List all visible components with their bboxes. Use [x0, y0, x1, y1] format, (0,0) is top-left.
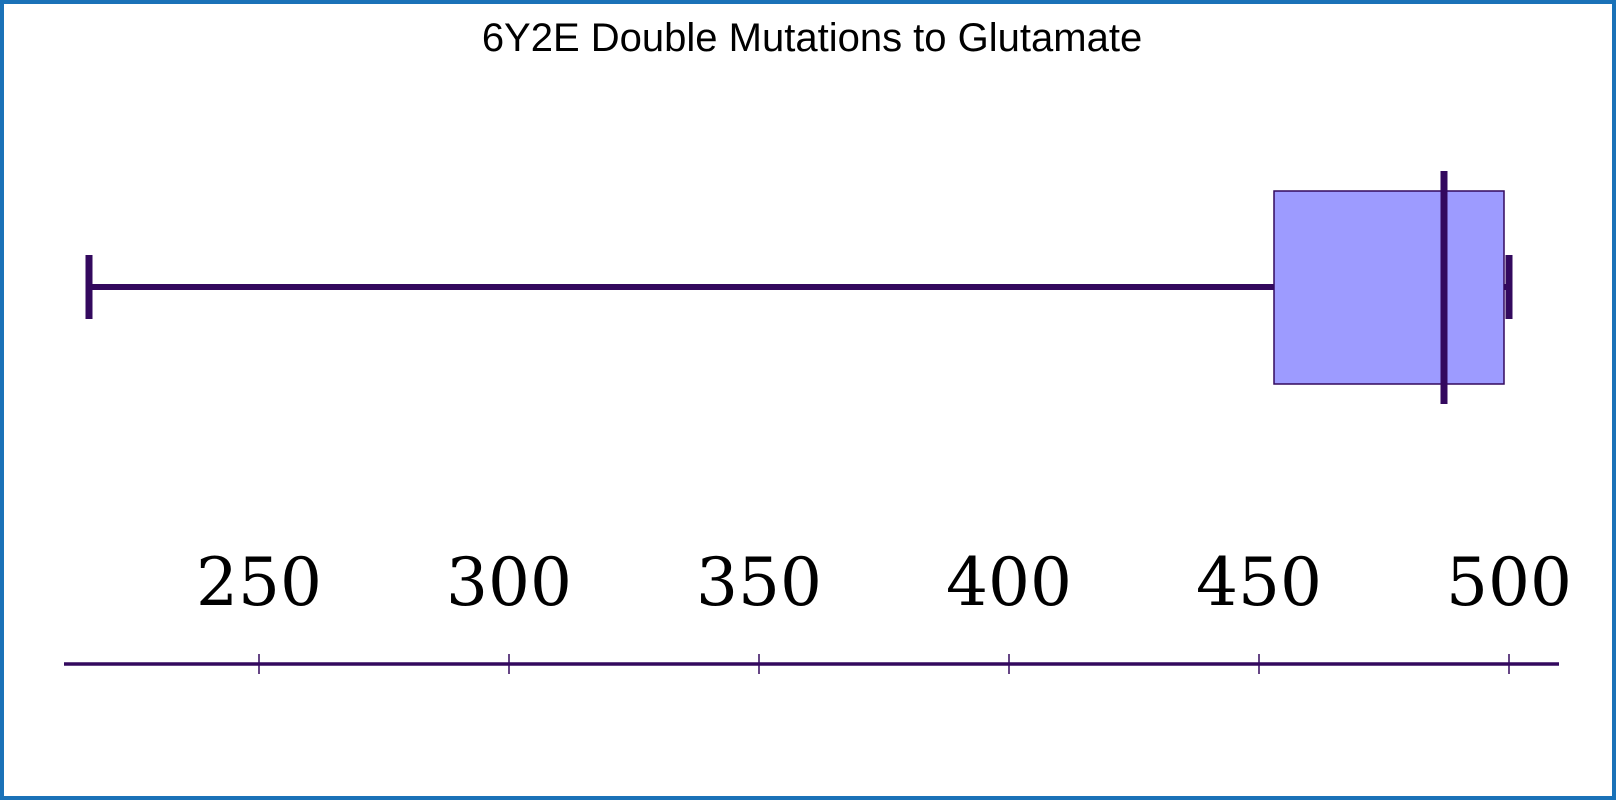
- box-plot: 250 300 350 400 450 500: [64, 171, 1572, 674]
- box-group: [85, 171, 1513, 404]
- x-axis: 250 300 350 400 450 500: [64, 544, 1572, 674]
- chart-title: 6Y2E Double Mutations to Glutamate: [481, 16, 1143, 60]
- x-tick-label-350: 350: [696, 544, 822, 621]
- x-tick-label-400: 400: [946, 544, 1072, 621]
- iqr-box: [1273, 190, 1505, 385]
- x-tick-label-250: 250: [196, 544, 322, 621]
- x-tick-label-500: 500: [1446, 544, 1572, 621]
- x-tick-label-300: 300: [446, 544, 572, 621]
- x-tick-label-450: 450: [1196, 544, 1322, 621]
